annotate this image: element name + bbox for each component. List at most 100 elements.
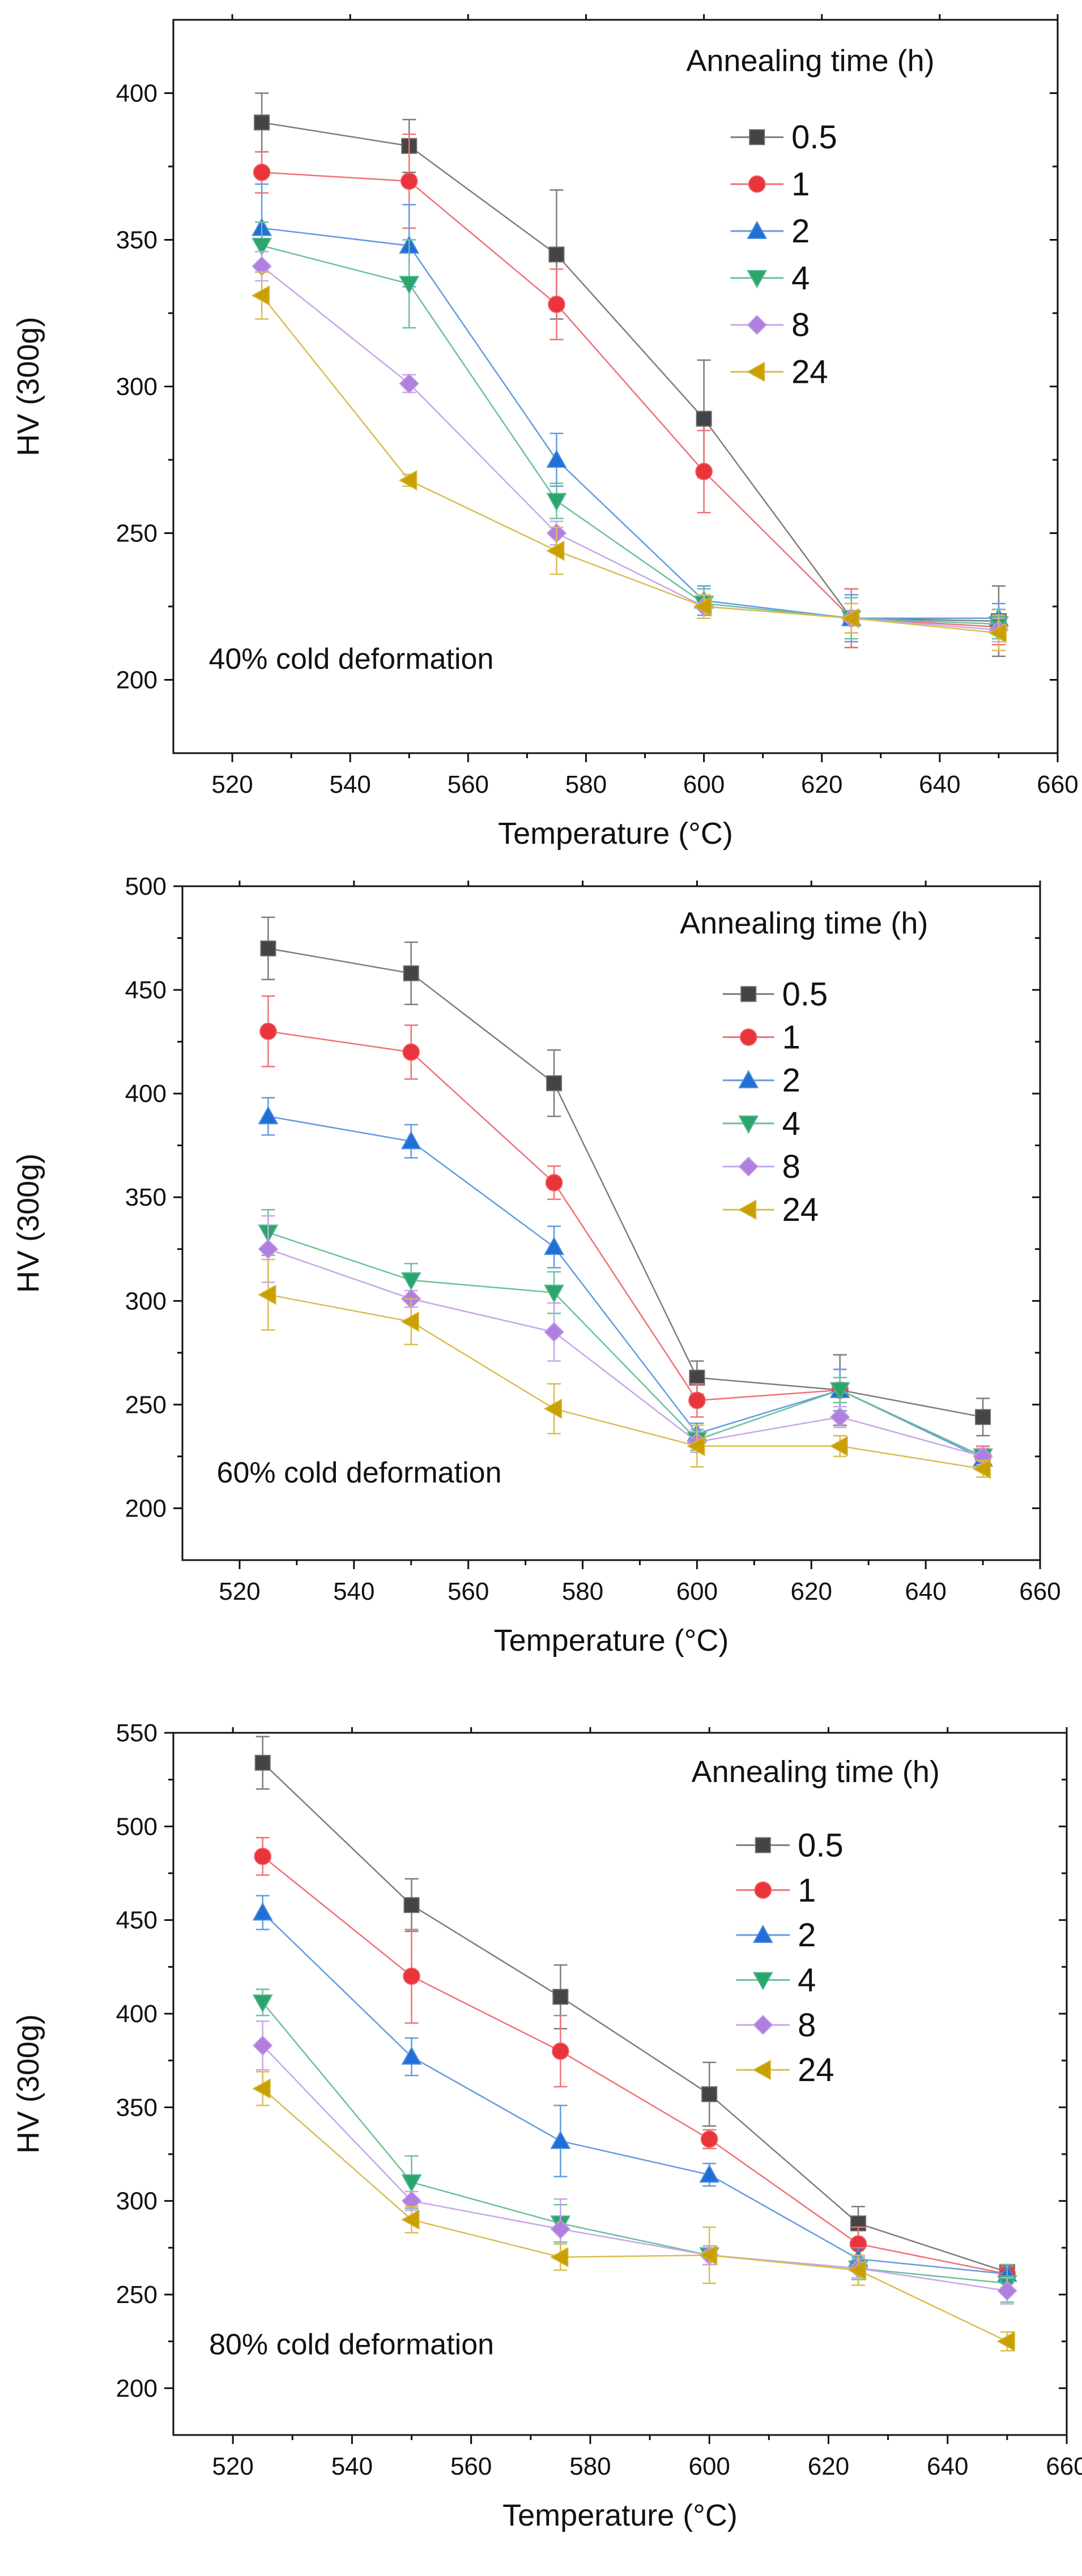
x-axis-label: Temperature (°C) <box>502 2498 738 2532</box>
marker-triangle-up <box>747 220 768 239</box>
y-tick-label: 200 <box>116 667 157 694</box>
marker-triangle-down <box>829 1382 850 1401</box>
legend-label: 1 <box>798 1872 816 1909</box>
x-tick-label: 520 <box>212 2453 253 2480</box>
legend-label: 8 <box>791 307 810 344</box>
x-tick-label: 540 <box>331 2453 373 2480</box>
series-line <box>262 2045 1008 2292</box>
series-24 <box>258 1258 991 1479</box>
marker-triangle-left <box>988 622 1007 643</box>
x-axis-label: Temperature (°C) <box>494 1624 729 1657</box>
series-2 <box>258 1097 994 1470</box>
marker-circle <box>695 463 713 481</box>
series-4 <box>252 221 1009 640</box>
marker-triangle-left <box>252 2078 271 2099</box>
marker-triangle-left <box>841 608 859 629</box>
marker-circle <box>400 172 418 190</box>
plot-frame <box>172 1732 1068 2436</box>
legend-label: 4 <box>791 260 810 297</box>
legend-label: 2 <box>791 213 810 250</box>
series-4 <box>252 1988 1017 2303</box>
series-0.5 <box>254 92 1007 657</box>
x-axis-label: Temperature (°C) <box>498 817 733 851</box>
marker-triangle-up <box>252 1902 273 1921</box>
marker-diamond <box>258 1239 279 1259</box>
marker-square <box>749 129 765 146</box>
legend-label: 0.5 <box>782 976 828 1013</box>
marker-triangle-left <box>693 596 712 617</box>
marker-triangle-left <box>251 285 270 306</box>
series-line <box>262 1912 1007 2275</box>
legend-label: 2 <box>782 1062 800 1099</box>
marker-square <box>701 2086 718 2103</box>
x-tick-label: 600 <box>683 771 725 798</box>
marker-square <box>254 114 270 131</box>
x-tick-label: 540 <box>329 771 370 798</box>
marker-circle <box>259 1023 277 1040</box>
y-tick-label: 300 <box>116 2188 157 2215</box>
series-line <box>268 1031 983 1458</box>
series-24 <box>251 271 1007 651</box>
deformation-annotation: 60% cold deformation <box>217 1456 502 1489</box>
y-tick-label: 500 <box>116 1813 157 1840</box>
x-tick-label: 580 <box>565 771 607 798</box>
marker-circle <box>403 1967 420 1985</box>
marker-triangle-up <box>738 1070 759 1088</box>
marker-diamond <box>747 315 767 335</box>
marker-triangle-down <box>401 1272 421 1291</box>
marker-triangle-left <box>996 2331 1015 2352</box>
series-2 <box>252 183 1009 643</box>
marker-diamond <box>753 2015 773 2035</box>
legend-label: 4 <box>782 1105 800 1142</box>
marker-triangle-left <box>738 1199 757 1220</box>
marker-circle <box>254 1847 272 1865</box>
marker-triangle-left <box>847 2260 867 2280</box>
marker-triangle-left <box>972 1458 991 1479</box>
x-tick-label: 620 <box>791 1578 832 1605</box>
x-tick-label: 640 <box>905 1578 946 1605</box>
marker-triangle-left <box>398 470 418 491</box>
marker-diamond <box>550 2219 571 2239</box>
y-tick-label: 450 <box>116 1907 157 1934</box>
legend-title: Annealing time (h) <box>680 906 928 940</box>
series-line <box>261 245 999 625</box>
y-tick-label: 350 <box>125 1184 167 1211</box>
series-line <box>262 2088 1008 2342</box>
marker-square <box>696 411 712 427</box>
y-tick-label: 200 <box>125 1494 167 1522</box>
marker-diamond <box>544 1322 564 1342</box>
legend-label: 1 <box>782 1019 800 1056</box>
marker-triangle-down <box>401 2174 422 2193</box>
marker-triangle-up <box>401 2046 422 2065</box>
marker-diamond <box>830 1407 850 1428</box>
marker-triangle-left <box>543 1398 563 1419</box>
legend-label: 0.5 <box>791 119 837 156</box>
series-24 <box>252 2071 1015 2352</box>
marker-square <box>403 1897 420 1913</box>
marker-diamond <box>253 2035 273 2056</box>
marker-circle <box>545 1174 563 1191</box>
series-8 <box>252 250 1009 643</box>
x-tick-label: 520 <box>211 771 253 798</box>
legend-label: 8 <box>782 1148 800 1185</box>
y-tick-label: 300 <box>125 1287 167 1315</box>
marker-triangle-down <box>544 1284 565 1303</box>
legend-label: 4 <box>798 1962 816 1998</box>
x-tick-label: 600 <box>688 2453 730 2480</box>
legend-title: Annealing time (h) <box>692 1755 940 1789</box>
marker-triangle-left <box>546 540 565 561</box>
y-tick-label: 550 <box>116 1719 157 1747</box>
marker-triangle-left <box>752 2060 771 2081</box>
series-line <box>262 1762 1008 2273</box>
y-tick-label: 200 <box>116 2374 157 2402</box>
marker-triangle-down <box>738 1115 759 1134</box>
series-line <box>261 122 999 622</box>
x-tick-label: 660 <box>1019 1578 1060 1605</box>
legend-label: 8 <box>798 2007 816 2044</box>
series-1 <box>254 1836 1016 2283</box>
series-8 <box>253 2020 1017 2305</box>
x-tick-label: 600 <box>676 1578 718 1605</box>
